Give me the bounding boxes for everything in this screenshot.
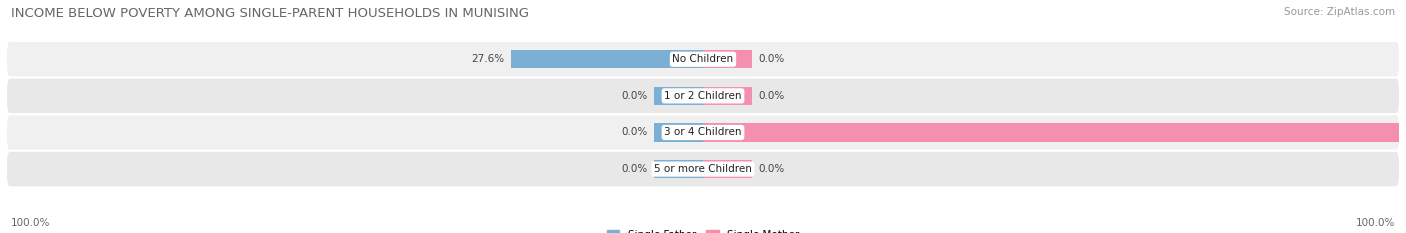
Bar <box>654 123 703 142</box>
Bar <box>703 123 1399 142</box>
Bar <box>654 160 703 178</box>
Text: 27.6%: 27.6% <box>471 54 503 64</box>
Text: Source: ZipAtlas.com: Source: ZipAtlas.com <box>1284 7 1395 17</box>
Legend: Single Father, Single Mother: Single Father, Single Mother <box>603 226 803 233</box>
Bar <box>703 160 752 178</box>
Text: 100.0%: 100.0% <box>11 218 51 228</box>
FancyBboxPatch shape <box>7 42 1399 76</box>
Text: 1 or 2 Children: 1 or 2 Children <box>664 91 742 101</box>
Text: 3 or 4 Children: 3 or 4 Children <box>664 127 742 137</box>
Text: 5 or more Children: 5 or more Children <box>654 164 752 174</box>
FancyBboxPatch shape <box>7 115 1399 150</box>
Bar <box>703 87 752 105</box>
Text: 0.0%: 0.0% <box>621 127 647 137</box>
Text: 100.0%: 100.0% <box>1355 218 1395 228</box>
Text: 0.0%: 0.0% <box>621 164 647 174</box>
Text: No Children: No Children <box>672 54 734 64</box>
Bar <box>510 50 703 69</box>
FancyBboxPatch shape <box>7 79 1399 113</box>
FancyBboxPatch shape <box>7 152 1399 186</box>
Text: 0.0%: 0.0% <box>759 54 785 64</box>
Text: 0.0%: 0.0% <box>759 164 785 174</box>
Text: INCOME BELOW POVERTY AMONG SINGLE-PARENT HOUSEHOLDS IN MUNISING: INCOME BELOW POVERTY AMONG SINGLE-PARENT… <box>11 7 529 20</box>
Text: 0.0%: 0.0% <box>621 91 647 101</box>
Bar <box>654 87 703 105</box>
Text: 0.0%: 0.0% <box>759 91 785 101</box>
Bar <box>703 50 752 69</box>
